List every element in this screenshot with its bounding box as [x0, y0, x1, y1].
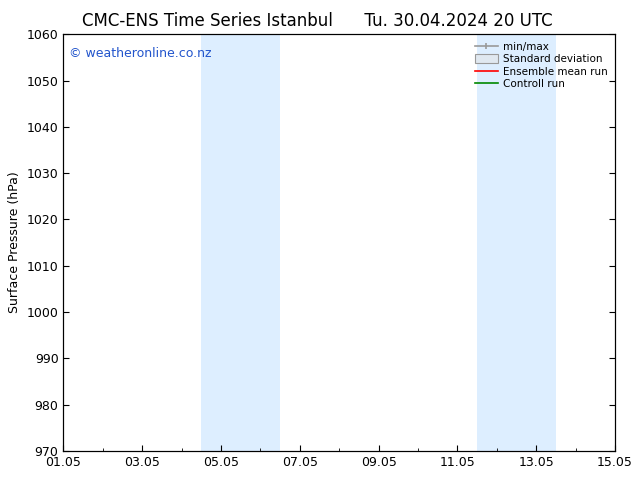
- Text: © weatheronline.co.nz: © weatheronline.co.nz: [69, 47, 211, 60]
- Bar: [241, 34, 280, 451]
- Bar: [477, 34, 517, 451]
- Bar: [202, 34, 241, 451]
- Bar: [517, 34, 556, 451]
- Text: CMC-ENS Time Series Istanbul      Tu. 30.04.2024 20 UTC: CMC-ENS Time Series Istanbul Tu. 30.04.2…: [82, 12, 552, 30]
- Legend: min/max, Standard deviation, Ensemble mean run, Controll run: min/max, Standard deviation, Ensemble me…: [473, 40, 610, 92]
- Y-axis label: Surface Pressure (hPa): Surface Pressure (hPa): [8, 172, 21, 314]
